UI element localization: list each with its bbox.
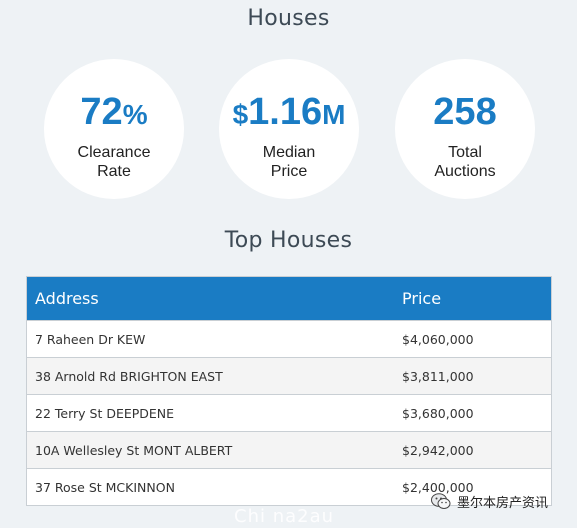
- address-cell: 7 Raheen Dr KEW: [35, 331, 146, 347]
- site-watermark: Chi na2au: [234, 506, 335, 527]
- clearance-rate-value: 72%: [80, 91, 148, 133]
- table-row: 10A Wellesley St MONT ALBERT $2,942,000: [27, 431, 551, 468]
- top-houses-heading: Top Houses: [224, 228, 353, 253]
- price-cell: $4,060,000: [402, 331, 474, 347]
- price-column-header: Price: [402, 289, 442, 308]
- table-row: 7 Raheen Dr KEW $4,060,000: [27, 320, 551, 357]
- total-auctions-stat: 258 Total Auctions: [395, 59, 535, 199]
- table-row: 22 Terry St DEEPDENE $3,680,000: [27, 394, 551, 431]
- wechat-watermark: 墨尔本房产资讯: [431, 492, 548, 511]
- address-cell: 10A Wellesley St MONT ALBERT: [35, 442, 233, 458]
- price-cell: $2,942,000: [402, 442, 474, 458]
- price-cell: $3,811,000: [402, 368, 474, 384]
- median-price-label: Median Price: [262, 144, 316, 180]
- median-price-stat: $1.16M Median Price: [219, 59, 359, 199]
- table-header: Address Price: [27, 277, 551, 320]
- houses-heading: Houses: [247, 6, 330, 31]
- table-row: 38 Arnold Rd BRIGHTON EAST $3,811,000: [27, 357, 551, 394]
- address-cell: 38 Arnold Rd BRIGHTON EAST: [35, 368, 223, 384]
- clearance-rate-stat: 72% Clearance Rate: [44, 59, 184, 199]
- total-auctions-value: 258: [433, 91, 497, 133]
- address-cell: 37 Rose St MCKINNON: [35, 479, 175, 495]
- table-row: 37 Rose St MCKINNON $2,400,000: [27, 468, 551, 505]
- address-cell: 22 Terry St DEEPDENE: [35, 405, 175, 421]
- top-houses-table: Address Price 7 Raheen Dr KEW $4,060,000…: [26, 276, 552, 506]
- price-cell: $2,400,000: [402, 479, 474, 495]
- total-auctions-label: Total Auctions: [434, 144, 496, 180]
- wechat-account-name: 墨尔本房产资讯: [457, 495, 549, 510]
- address-column-header: Address: [35, 289, 99, 308]
- median-price-value: $1.16M: [232, 91, 346, 133]
- price-cell: $3,680,000: [402, 405, 474, 421]
- clearance-rate-label: Clearance Rate: [77, 144, 151, 180]
- wechat-icon: [431, 493, 451, 510]
